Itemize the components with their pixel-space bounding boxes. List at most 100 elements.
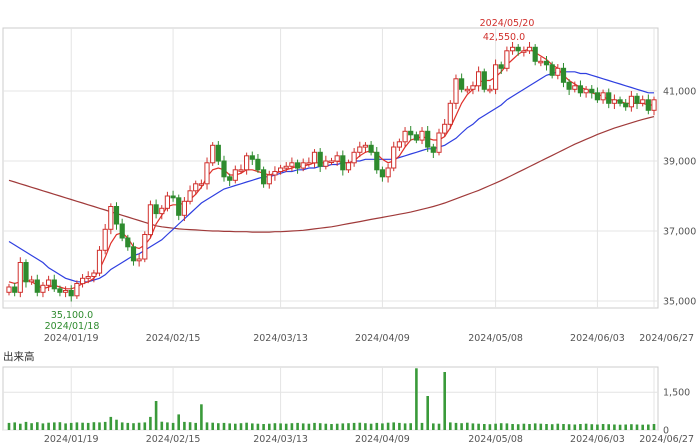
candle-down	[645, 99, 651, 111]
candle-down	[255, 158, 261, 171]
candle-up	[396, 141, 402, 148]
volume-bar	[75, 422, 79, 430]
volume-bar	[177, 414, 180, 430]
candle-up	[6, 286, 12, 293]
price-x-axis: 2024/01/19 2024/02/15 2024/03/13 2024/04/09…	[44, 333, 694, 344]
candle-up	[464, 88, 470, 92]
candle-up	[334, 155, 340, 162]
volume-bar	[398, 422, 401, 430]
volume-bar	[533, 423, 537, 430]
candle-down	[176, 197, 182, 216]
candle-down	[379, 169, 385, 178]
volume-bar	[596, 424, 599, 430]
candle-up	[306, 162, 312, 165]
volume-bar	[652, 424, 656, 430]
high-value-label: 42,550.0	[483, 32, 525, 43]
volume-bar	[550, 424, 554, 430]
volume-bar	[443, 372, 446, 430]
volume-bar	[160, 421, 164, 430]
volume-bar	[522, 423, 526, 430]
price-y-axis: 35,000 37,000 39,000 41,000	[663, 87, 696, 308]
price-x-tick-label: 2024/06/27	[639, 333, 694, 344]
volume-bar	[313, 422, 316, 430]
candle-up	[147, 204, 154, 236]
volume-bar	[330, 424, 333, 430]
volume-bar	[36, 422, 39, 430]
volume-bar	[166, 422, 169, 430]
volume-bar	[420, 422, 424, 430]
candle-up	[102, 228, 108, 251]
volume-bar	[239, 423, 243, 430]
candle-up	[442, 123, 448, 134]
volume-x-axis: 2024/01/19 2024/02/15 2024/03/13 2024/04/09…	[44, 434, 694, 445]
candle-up	[85, 276, 91, 279]
volume-bar	[579, 424, 582, 430]
candle-up	[29, 279, 35, 283]
volume-bar	[86, 422, 90, 430]
volume-bar	[488, 424, 492, 430]
volume-bar	[290, 423, 294, 430]
candle-up	[289, 162, 295, 167]
volume-bar	[19, 423, 22, 430]
volume-bar	[381, 423, 384, 430]
candle-down	[12, 286, 18, 293]
price-y-tick-label: 39,000	[663, 157, 696, 168]
volume-bar	[149, 416, 152, 430]
volume-bar	[573, 424, 577, 430]
candle-down	[374, 151, 380, 171]
candle-up	[493, 64, 499, 90]
volume-x-tick-label: 2024/06/03	[570, 434, 625, 445]
volume-bar	[47, 422, 50, 430]
candle-up	[538, 60, 544, 64]
candle-down	[481, 71, 487, 90]
volume-bar	[81, 422, 84, 430]
volume-bar	[624, 424, 627, 430]
candle-up	[46, 279, 52, 286]
candle-down	[317, 151, 323, 167]
candle-up	[17, 262, 23, 293]
volume-bar	[415, 368, 418, 430]
volume-bars	[7, 368, 656, 430]
candle-up	[487, 88, 493, 92]
volume-bar	[284, 423, 288, 430]
volume-bar	[171, 422, 175, 430]
candle-up	[136, 258, 142, 262]
candle-up	[108, 206, 114, 230]
candle-down	[368, 144, 374, 153]
volume-bar	[109, 416, 113, 430]
volume-bar	[471, 423, 475, 430]
candle-down	[566, 81, 572, 90]
volume-bar	[539, 423, 543, 430]
volume-y-axis: 1,500 0	[663, 388, 690, 437]
volume-bar	[301, 423, 305, 430]
volume-bar	[126, 422, 130, 430]
price-y-tick-label: 37,000	[663, 227, 696, 238]
candle-up	[278, 167, 284, 172]
volume-bar	[200, 404, 203, 430]
volume-bar	[449, 422, 452, 430]
candle-up	[238, 169, 244, 172]
candle-down	[589, 88, 595, 94]
volume-bar	[618, 424, 622, 430]
volume-x-tick-label: 2024/03/13	[253, 434, 308, 445]
volume-bar	[13, 422, 16, 430]
candle-down	[425, 130, 431, 148]
candle-up	[651, 99, 657, 111]
candle-up	[526, 46, 533, 52]
volume-bar	[183, 421, 186, 430]
candle-down	[221, 160, 227, 178]
candle-up	[300, 162, 306, 169]
candle-up	[266, 174, 272, 185]
volume-bar	[120, 422, 124, 430]
candle-down	[119, 223, 125, 239]
candle-down	[549, 64, 555, 76]
candle-down	[295, 162, 301, 169]
volume-bar	[228, 423, 231, 430]
candle-up	[159, 207, 165, 215]
volume-bar	[137, 422, 141, 430]
volume-bar	[352, 422, 356, 430]
candle-up	[63, 290, 69, 293]
